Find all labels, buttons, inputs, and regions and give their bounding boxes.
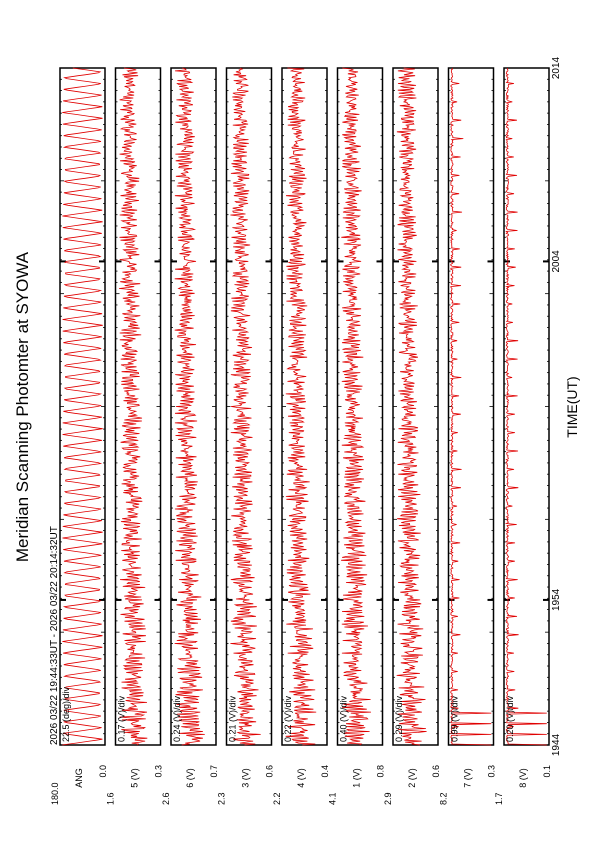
panel-frame bbox=[281, 67, 328, 746]
y-max-label: 2.9 bbox=[383, 792, 393, 805]
panel-5 bbox=[281, 67, 328, 746]
panel-frame bbox=[114, 67, 162, 746]
panel-2 bbox=[114, 67, 162, 746]
channel-label: 8 (V) bbox=[518, 768, 528, 788]
y-min-label: 0.6 bbox=[431, 765, 441, 778]
panel-1 bbox=[59, 67, 106, 746]
series-line-8 bbox=[449, 67, 492, 746]
scale-label: 0.24 (V)/div bbox=[172, 695, 182, 742]
panels-group bbox=[59, 67, 550, 746]
scale-label: 0.99 (V)/div bbox=[450, 695, 460, 742]
y-min-label: 0.4 bbox=[320, 765, 330, 778]
panel-frame bbox=[392, 67, 439, 746]
channel-label: 6 (V) bbox=[185, 768, 195, 788]
x-tick-label: 2004 bbox=[551, 250, 562, 273]
y-min-label: 0.7 bbox=[209, 765, 219, 778]
series-line-5 bbox=[285, 67, 317, 746]
panel-4 bbox=[225, 67, 273, 746]
panel-frame bbox=[336, 67, 384, 746]
y-min-label: 0.8 bbox=[376, 765, 386, 778]
channel-label: 1 (V) bbox=[352, 768, 362, 788]
scale-label: 22.5 (deg)/div bbox=[61, 686, 71, 742]
panel-frame bbox=[503, 67, 550, 746]
series-line-4 bbox=[230, 67, 261, 746]
scale-label: 0.40 (V)/div bbox=[339, 695, 349, 742]
y-min-label: 0.0 bbox=[98, 765, 108, 778]
x-axis-label: TIME(UT) bbox=[564, 376, 580, 437]
y-max-label: 2.3 bbox=[217, 792, 227, 805]
channel-label: 2 (V) bbox=[407, 768, 417, 788]
panel-3 bbox=[170, 67, 217, 746]
y-max-label: 8.2 bbox=[439, 792, 449, 805]
y-min-label: 0.3 bbox=[154, 765, 164, 778]
panel-8 bbox=[447, 67, 495, 746]
y-max-label: 180.0 bbox=[50, 782, 60, 805]
series-line-1 bbox=[62, 67, 103, 746]
panel-7 bbox=[392, 67, 439, 746]
scale-label: 0.21 (V)/div bbox=[228, 695, 238, 742]
x-tick-label: 1954 bbox=[551, 588, 562, 611]
time-range-label: 2026 03/22 19:44:33UT - 2026 03/22 20:14… bbox=[49, 526, 60, 745]
channel-label: 7 (V) bbox=[463, 768, 473, 788]
y-max-label: 1.7 bbox=[494, 792, 504, 805]
series-line-6 bbox=[341, 67, 372, 746]
channel-label: ANG bbox=[74, 768, 84, 788]
panel-9 bbox=[503, 67, 550, 746]
x-tick-label: 2014 bbox=[551, 56, 562, 79]
y-max-label: 4.1 bbox=[328, 792, 338, 805]
y-max-label: 2.2 bbox=[272, 792, 282, 805]
series-line-3 bbox=[174, 67, 205, 746]
chart-title: Meridian Scanning Photomter at SYOWA bbox=[13, 251, 32, 562]
panel-6 bbox=[336, 67, 384, 746]
series-line-2 bbox=[119, 67, 148, 746]
x-tick-label: 1944 bbox=[551, 733, 562, 756]
y-min-label: 0.3 bbox=[487, 765, 497, 778]
y-min-label: 0.1 bbox=[542, 765, 552, 778]
scale-label: 0.29 (V)/div bbox=[394, 695, 404, 742]
series-line-9 bbox=[504, 67, 547, 746]
y-max-label: 1.6 bbox=[106, 792, 116, 805]
channel-label: 3 (V) bbox=[241, 768, 251, 788]
y-min-label: 0.6 bbox=[265, 765, 275, 778]
series-line-7 bbox=[396, 67, 427, 746]
scale-label: 0.17 (V)/div bbox=[117, 695, 127, 742]
y-max-label: 2.6 bbox=[161, 792, 171, 805]
panel-frame bbox=[447, 67, 495, 746]
channel-label: 4 (V) bbox=[296, 768, 306, 788]
channel-label: 5 (V) bbox=[130, 768, 140, 788]
scale-label: 0.20 (V)/div bbox=[505, 695, 515, 742]
scale-label: 0.22 (V)/div bbox=[283, 695, 293, 742]
